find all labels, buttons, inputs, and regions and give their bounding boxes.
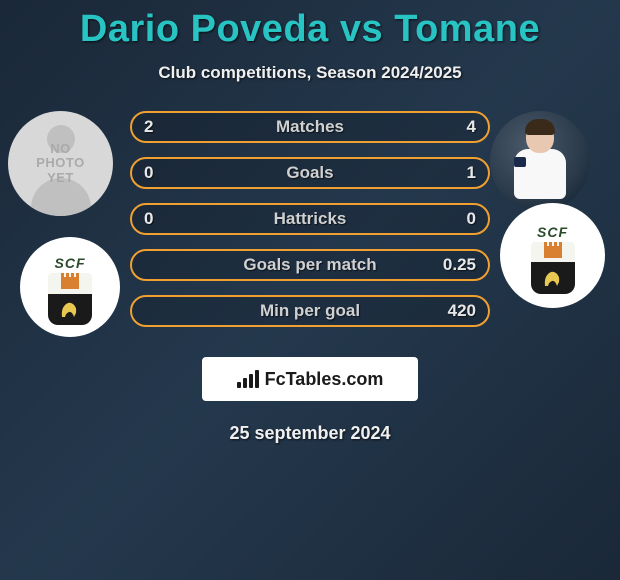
watermark: FcTables.com: [202, 357, 418, 401]
club-abbr-right: SCF: [537, 224, 568, 240]
stat-row: Goals per match 0.25: [130, 249, 490, 281]
club-shield-icon: [531, 242, 575, 294]
stat-value-right: 0: [467, 209, 476, 229]
stat-row: Goals 0 1: [130, 157, 490, 189]
stat-label: Hattricks: [274, 209, 347, 229]
watermark-text: FcTables.com: [265, 369, 384, 390]
stat-value-right: 420: [448, 301, 476, 321]
bar-chart-icon: [237, 370, 259, 388]
stat-value-left: 0: [144, 163, 153, 183]
no-photo-label: NOPHOTOYET: [36, 142, 85, 185]
player1-avatar: NOPHOTOYET: [8, 111, 113, 216]
player1-club-badge: SCF: [20, 237, 120, 337]
stat-rows: Matches 2 4 Goals 0 1 Hattricks 0 0 Goals per mat…: [130, 111, 490, 327]
vs-text: vs: [340, 8, 383, 50]
stat-row: Hattricks 0 0: [130, 203, 490, 235]
infographic-container: Dario Poveda vs Tomane Club competitions…: [0, 0, 620, 444]
stat-value-right: 0.25: [443, 255, 476, 275]
stat-label: Goals: [286, 163, 333, 183]
stat-label: Min per goal: [260, 301, 360, 321]
stat-label: Goals per match: [243, 255, 376, 275]
stat-value-right: 1: [467, 163, 476, 183]
player2-club-badge: SCF: [500, 203, 605, 308]
stat-value-right: 4: [467, 117, 476, 137]
player-photo-icon: [510, 121, 570, 206]
subtitle: Club competitions, Season 2024/2025: [158, 63, 461, 83]
club-lion-icon: [542, 268, 564, 288]
club-shield-icon: [48, 273, 92, 325]
page-title: Dario Poveda vs Tomane: [80, 8, 540, 51]
club-abbr-left: SCF: [55, 255, 86, 271]
player2-avatar: [490, 111, 590, 211]
date-label: 25 september 2024: [229, 423, 390, 444]
player1-name: Dario Poveda: [80, 8, 329, 50]
club-lion-icon: [59, 299, 81, 319]
stat-label: Matches: [276, 117, 344, 137]
stat-value-left: 0: [144, 209, 153, 229]
stat-row: Min per goal 420: [130, 295, 490, 327]
stat-value-left: 2: [144, 117, 153, 137]
player2-name: Tomane: [394, 8, 540, 50]
stats-area: NOPHOTOYET SCF S: [0, 111, 620, 341]
stat-row: Matches 2 4: [130, 111, 490, 143]
